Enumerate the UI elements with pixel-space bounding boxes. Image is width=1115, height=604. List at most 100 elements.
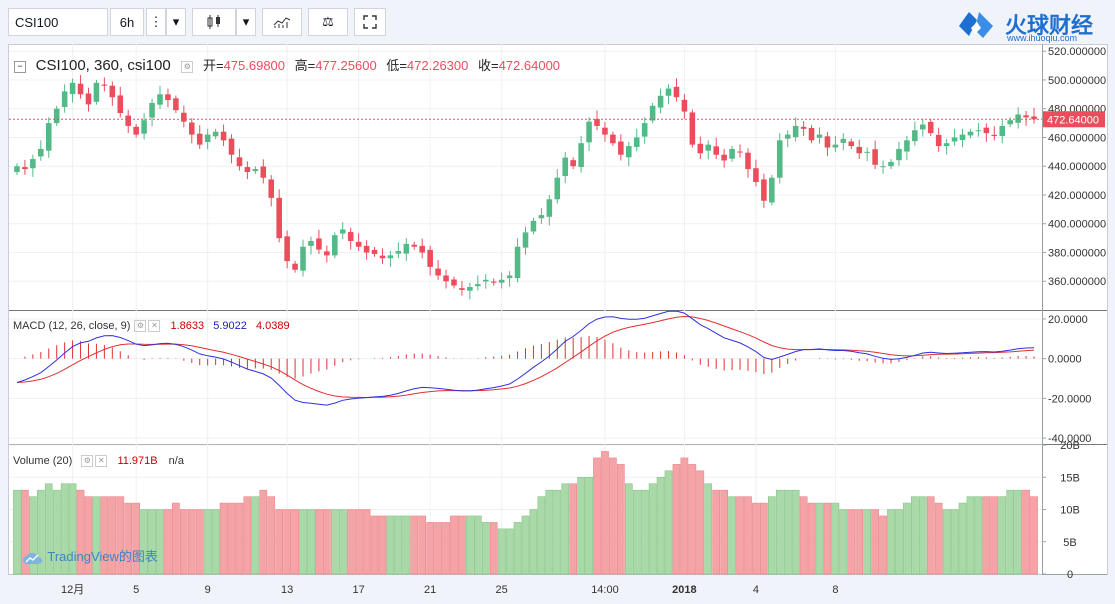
volume-bar [44, 483, 53, 575]
candle-body [236, 157, 243, 167]
volume-bar [553, 489, 562, 575]
candle-body [284, 236, 290, 262]
time-tick-label: 25 [496, 584, 508, 596]
indicators-icon[interactable] [262, 8, 302, 36]
volume-close-icon[interactable]: ✕ [95, 455, 108, 468]
volume-bar [291, 509, 299, 575]
candle-body [705, 144, 712, 151]
candle-body [959, 134, 966, 141]
time-tick-label: 12月 [61, 584, 84, 596]
candle-style-icon[interactable] [192, 8, 236, 36]
candle-body [1015, 114, 1021, 123]
volume-bar [211, 509, 220, 575]
candle-body [1007, 120, 1013, 125]
candle-body [427, 249, 433, 267]
settings-icon[interactable]: ⚙ [181, 60, 194, 73]
volume-bar [164, 509, 172, 575]
volume-bar [36, 489, 45, 575]
candle-body [45, 123, 52, 151]
volume-bar [434, 522, 442, 575]
volume-bar [13, 489, 21, 575]
volume-bar [609, 457, 617, 575]
interval-button[interactable]: 6h [110, 8, 144, 36]
volume-bar [640, 489, 649, 575]
candle-body [904, 140, 910, 152]
symbol-input[interactable]: CSI100 [8, 8, 108, 36]
volume-bar [712, 489, 721, 575]
collapse-icon[interactable]: − [14, 60, 26, 73]
candle-body [975, 130, 982, 132]
candle-body [935, 134, 942, 147]
style-dropdown-icon[interactable]: ▾ [236, 8, 256, 36]
candle-body [22, 167, 28, 170]
volume-bar [863, 509, 871, 575]
candle-body [443, 275, 449, 282]
volume-bar [744, 496, 752, 575]
candle-body [610, 134, 616, 144]
candle-body [983, 127, 990, 134]
fullscreen-icon[interactable] [354, 8, 386, 36]
candle-body [435, 268, 441, 276]
price-tick-label: 400.000000 [1048, 219, 1106, 231]
volume-bar [704, 483, 713, 575]
interval-dropdown-icon[interactable]: ▾ [166, 8, 186, 36]
tradingview-watermark[interactable]: TradingView的图表 [22, 546, 158, 565]
candle-body [482, 279, 489, 282]
candle-body [451, 279, 457, 286]
macd-tick-label: 0.0000 [1048, 354, 1082, 366]
macd-legend: MACD (12, 26, close, 9) ⚙ ✕ 1.8633 5.9022… [13, 320, 290, 333]
volume-bar [1006, 489, 1015, 575]
candle-body [467, 286, 473, 291]
candle-body [888, 161, 894, 167]
candle-body [188, 122, 195, 135]
candle-body [85, 93, 92, 105]
candle-body [927, 121, 934, 134]
close-label: 收= [477, 58, 499, 73]
candle-body [856, 146, 863, 154]
volume-bar [466, 515, 474, 575]
candle-body [181, 112, 187, 122]
macd-close-icon[interactable]: ✕ [148, 320, 161, 333]
more-icon[interactable]: ⋮ [146, 8, 166, 36]
volume-bar [513, 522, 522, 575]
candle-body [69, 82, 76, 95]
compare-icon[interactable]: ⚖ [308, 8, 348, 36]
volume-bar [688, 464, 697, 575]
symbol-label: CSI100 [15, 14, 59, 30]
price-tick-label: 520.000000 [1048, 46, 1106, 58]
volume-bar [251, 496, 260, 575]
brand-name: 火球财经 [1005, 14, 1094, 39]
volume-bar [346, 509, 355, 575]
volume-bar [871, 509, 879, 575]
volume-bar [807, 502, 816, 575]
macd-signal-line [16, 315, 1035, 399]
volume-bar [124, 502, 133, 575]
candle-body [657, 95, 664, 108]
candle-body [244, 167, 251, 172]
candle-body [125, 115, 131, 126]
candle-body [133, 126, 139, 135]
candle-body [800, 126, 807, 129]
volume-bar [791, 489, 800, 575]
volume-bar [76, 489, 85, 575]
volume-bar [672, 464, 681, 575]
high-value: 477.25600 [315, 58, 377, 73]
volume-settings-icon[interactable]: ⚙ [81, 455, 94, 468]
low-value: 472.26300 [406, 58, 469, 73]
candle-body [292, 263, 298, 270]
volume-bar [283, 509, 291, 575]
candle-body [93, 82, 100, 102]
volume-bar [529, 509, 538, 575]
candle-body [403, 243, 410, 254]
macd-settings-icon[interactable]: ⚙ [134, 320, 147, 333]
candle-body [967, 131, 974, 136]
brand-logo-icon [959, 12, 993, 38]
macd-signal-value: 4.0389 [255, 320, 290, 332]
candle-body [514, 246, 521, 279]
volume-bar [585, 477, 593, 575]
volume-bar [521, 515, 530, 575]
open-value: 475.69800 [223, 58, 286, 73]
candle-body [578, 143, 584, 168]
candle-body [300, 246, 306, 271]
